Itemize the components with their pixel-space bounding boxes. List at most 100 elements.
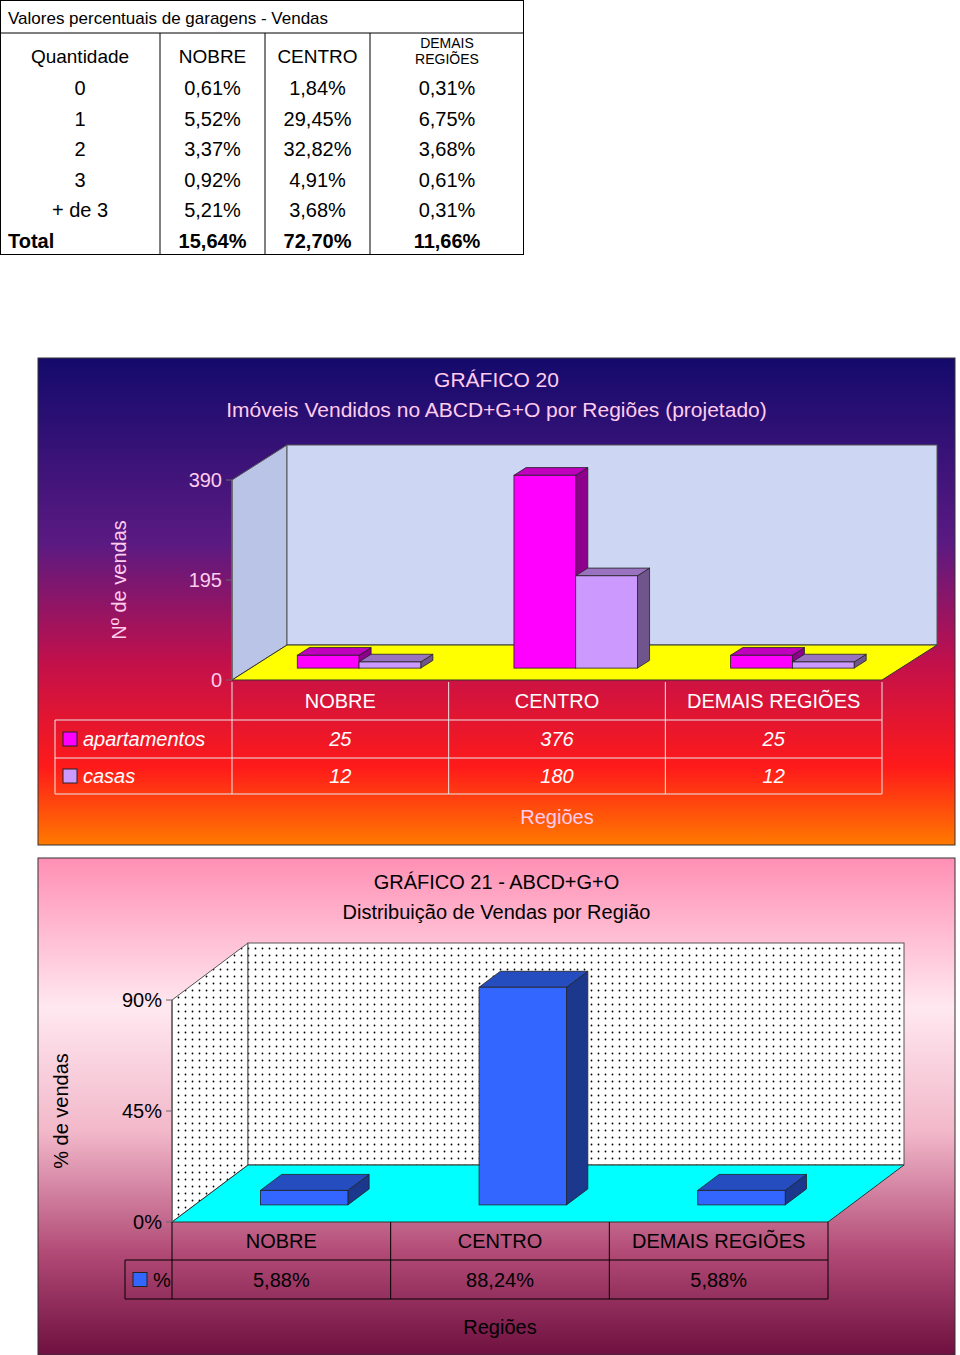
y-tick — [226, 480, 232, 481]
x-tick-label: NOBRE — [246, 1230, 317, 1252]
data-label: 180 — [540, 765, 573, 787]
bar-top — [792, 654, 866, 662]
y-tick — [166, 1222, 172, 1223]
garage-table: Valores percentuais de garagens - Vendas… — [0, 1, 524, 256]
bar — [514, 475, 576, 668]
y-tick-label: 390 — [189, 469, 222, 491]
bar — [479, 987, 566, 1205]
x-tick-label: CENTRO — [458, 1230, 542, 1252]
bars — [297, 468, 866, 669]
table-cell: 0,61% — [419, 169, 476, 191]
table-rule — [232, 682, 233, 794]
table-header-line: REGIÕES — [415, 51, 479, 67]
x-tick-label: NOBRE — [305, 690, 376, 712]
table-cell: 0,31% — [419, 77, 476, 99]
table-cell: 1 — [74, 108, 85, 130]
y-tick-label: 0% — [133, 1211, 162, 1233]
table-cell: 3,68% — [419, 138, 476, 160]
table-rule — [125, 1260, 126, 1299]
legend-swatch — [63, 732, 77, 746]
table-rule — [448, 682, 449, 794]
table-cell: 3,68% — [289, 199, 346, 221]
table-cell: 0 — [74, 77, 85, 99]
legend-label: apartamentos — [83, 728, 205, 750]
x-axis-label: Regiões — [520, 806, 593, 828]
bar-top — [698, 1174, 807, 1190]
chart-title: GRÁFICO 21 - ABCD+G+O — [374, 871, 620, 893]
data-label: 88,24% — [466, 1269, 534, 1291]
x-tick-label: DEMAIS REGIÕES — [632, 1229, 805, 1252]
y-tick-label: 195 — [189, 569, 222, 591]
chart-1: GRÁFICO 21 - ABCD+G+O Distribuição de Ven… — [38, 858, 955, 1355]
table-cell: 0,92% — [184, 169, 241, 191]
table-cell: 0,61% — [184, 77, 241, 99]
table-cell: 2 — [74, 138, 85, 160]
data-label: 5,88% — [690, 1269, 747, 1291]
table-cell: + de 3 — [52, 199, 108, 221]
table-header: CENTRO — [277, 46, 357, 67]
legend-label: % — [153, 1269, 171, 1291]
bar — [792, 662, 854, 668]
table-rule — [882, 682, 883, 794]
data-label: 25 — [762, 728, 786, 750]
table-cell: 29,45% — [284, 108, 352, 130]
bar-side — [637, 568, 649, 668]
x-axis-label: Regiões — [463, 1316, 536, 1338]
y-tick-label: 45% — [122, 1100, 162, 1122]
table-col-rule — [370, 33, 371, 255]
table-cell: 5,21% — [184, 199, 241, 221]
data-table: NOBRE CENTRO DEMAIS REGIÕES% 5,88% 88,24% 5,8… — [125, 1222, 828, 1299]
data-label: 25 — [328, 728, 352, 750]
data-label: 12 — [329, 765, 351, 787]
legend-label: casas — [83, 765, 135, 787]
y-tick — [226, 680, 232, 681]
table-header: NOBRE — [179, 46, 247, 67]
x-tick-label: DEMAIS REGIÕES — [687, 689, 860, 712]
table-rule — [55, 758, 882, 759]
table-rule — [0, 33, 524, 34]
bar-top — [731, 648, 805, 656]
table-col-rule — [265, 33, 266, 255]
page: Valores percentuais de garagens - Vendas… — [0, 0, 960, 1355]
table-cell: 32,82% — [284, 138, 352, 160]
chart-0: GRÁFICO 20 Imóveis Vendidos no ABCD+G+O p… — [38, 358, 955, 845]
y-tick-label: 90% — [122, 989, 162, 1011]
bar-top — [514, 468, 588, 476]
table-rule — [125, 1260, 828, 1261]
legend-swatch — [63, 769, 77, 783]
table-cell: 15,64% — [179, 230, 247, 252]
left-wall — [232, 445, 287, 680]
table-header: DEMAISREGIÕES — [415, 35, 479, 67]
bar — [731, 655, 793, 668]
chart-subtitle: Imóveis Vendidos no ABCD+G+O por Regiões… — [226, 398, 766, 421]
bar-side — [567, 971, 588, 1205]
bar-top — [297, 648, 371, 656]
table-col-rule — [160, 33, 161, 255]
table-border — [1, 1, 524, 255]
table-cell: 5,52% — [184, 108, 241, 130]
table-rule — [125, 1299, 828, 1300]
bar-top — [576, 568, 650, 576]
table-cell: 11,66% — [414, 230, 481, 252]
chart-background — [38, 858, 955, 1355]
chart-subtitle: Distribuição de Vendas por Região — [343, 901, 651, 923]
table-cell: 4,91% — [289, 169, 346, 191]
bar — [260, 1190, 347, 1205]
chart-background — [38, 358, 955, 845]
y-tick — [166, 1000, 172, 1001]
bar — [698, 1190, 785, 1205]
y-axis-label: % de vendas — [50, 1053, 72, 1169]
bar — [297, 655, 359, 668]
chart-title: GRÁFICO 20 — [434, 368, 559, 391]
table-cell: Total — [8, 230, 54, 252]
data-label: 5,88% — [253, 1269, 310, 1291]
table-cell: 3,37% — [184, 138, 241, 160]
legend-swatch — [133, 1273, 147, 1287]
bars — [260, 971, 806, 1205]
y-tick-label: 0 — [211, 669, 222, 691]
table-title: Valores percentuais de garagens - Vendas — [8, 9, 328, 28]
bar — [576, 576, 638, 668]
y-axis-label: Nº de vendas — [108, 520, 130, 640]
x-tick-label: CENTRO — [515, 690, 599, 712]
table-cell: 6,75% — [419, 108, 476, 130]
